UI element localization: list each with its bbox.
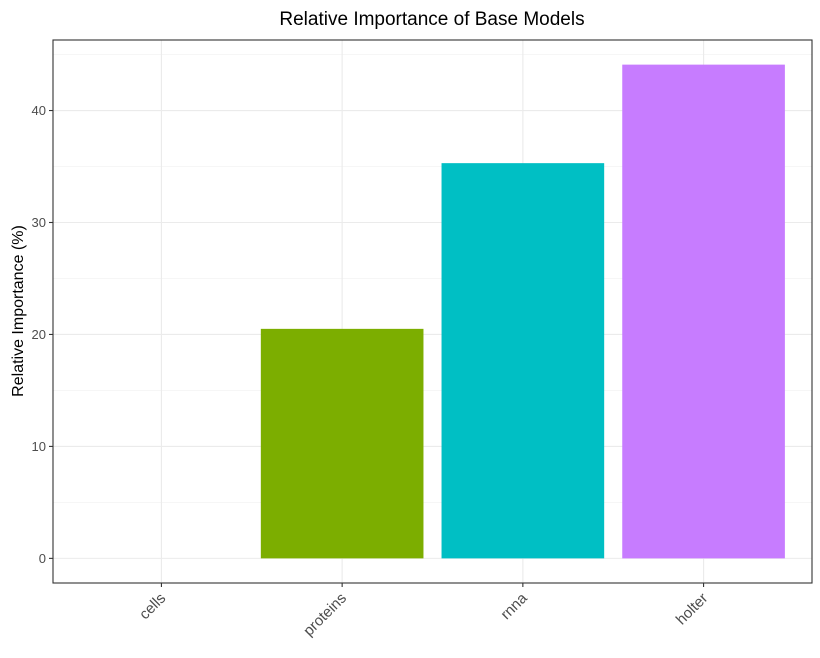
y-tick-label: 10 [32, 439, 46, 454]
chart-title: Relative Importance of Base Models [279, 9, 584, 30]
y-axis-label: Relative Importance (%) [10, 225, 27, 397]
x-tick-label: cells [136, 590, 169, 623]
bar-rnna [441, 163, 605, 559]
bar-holter [622, 64, 785, 559]
bar-proteins [260, 328, 424, 559]
y-axis-ticks: 0 10 20 30 40 [32, 103, 53, 566]
x-tick-label: rnna [497, 589, 531, 623]
y-tick-label: 40 [32, 103, 46, 118]
x-tick-label: proteins [300, 590, 350, 640]
y-tick-label: 30 [32, 215, 46, 230]
bars [260, 64, 785, 559]
y-tick-label: 0 [39, 551, 46, 566]
plot-panel-border [52, 39, 813, 584]
y-tick-label: 20 [32, 327, 46, 342]
x-axis-ticks: cells proteins rnna holter [136, 583, 711, 640]
x-tick-label: holter [673, 590, 712, 629]
